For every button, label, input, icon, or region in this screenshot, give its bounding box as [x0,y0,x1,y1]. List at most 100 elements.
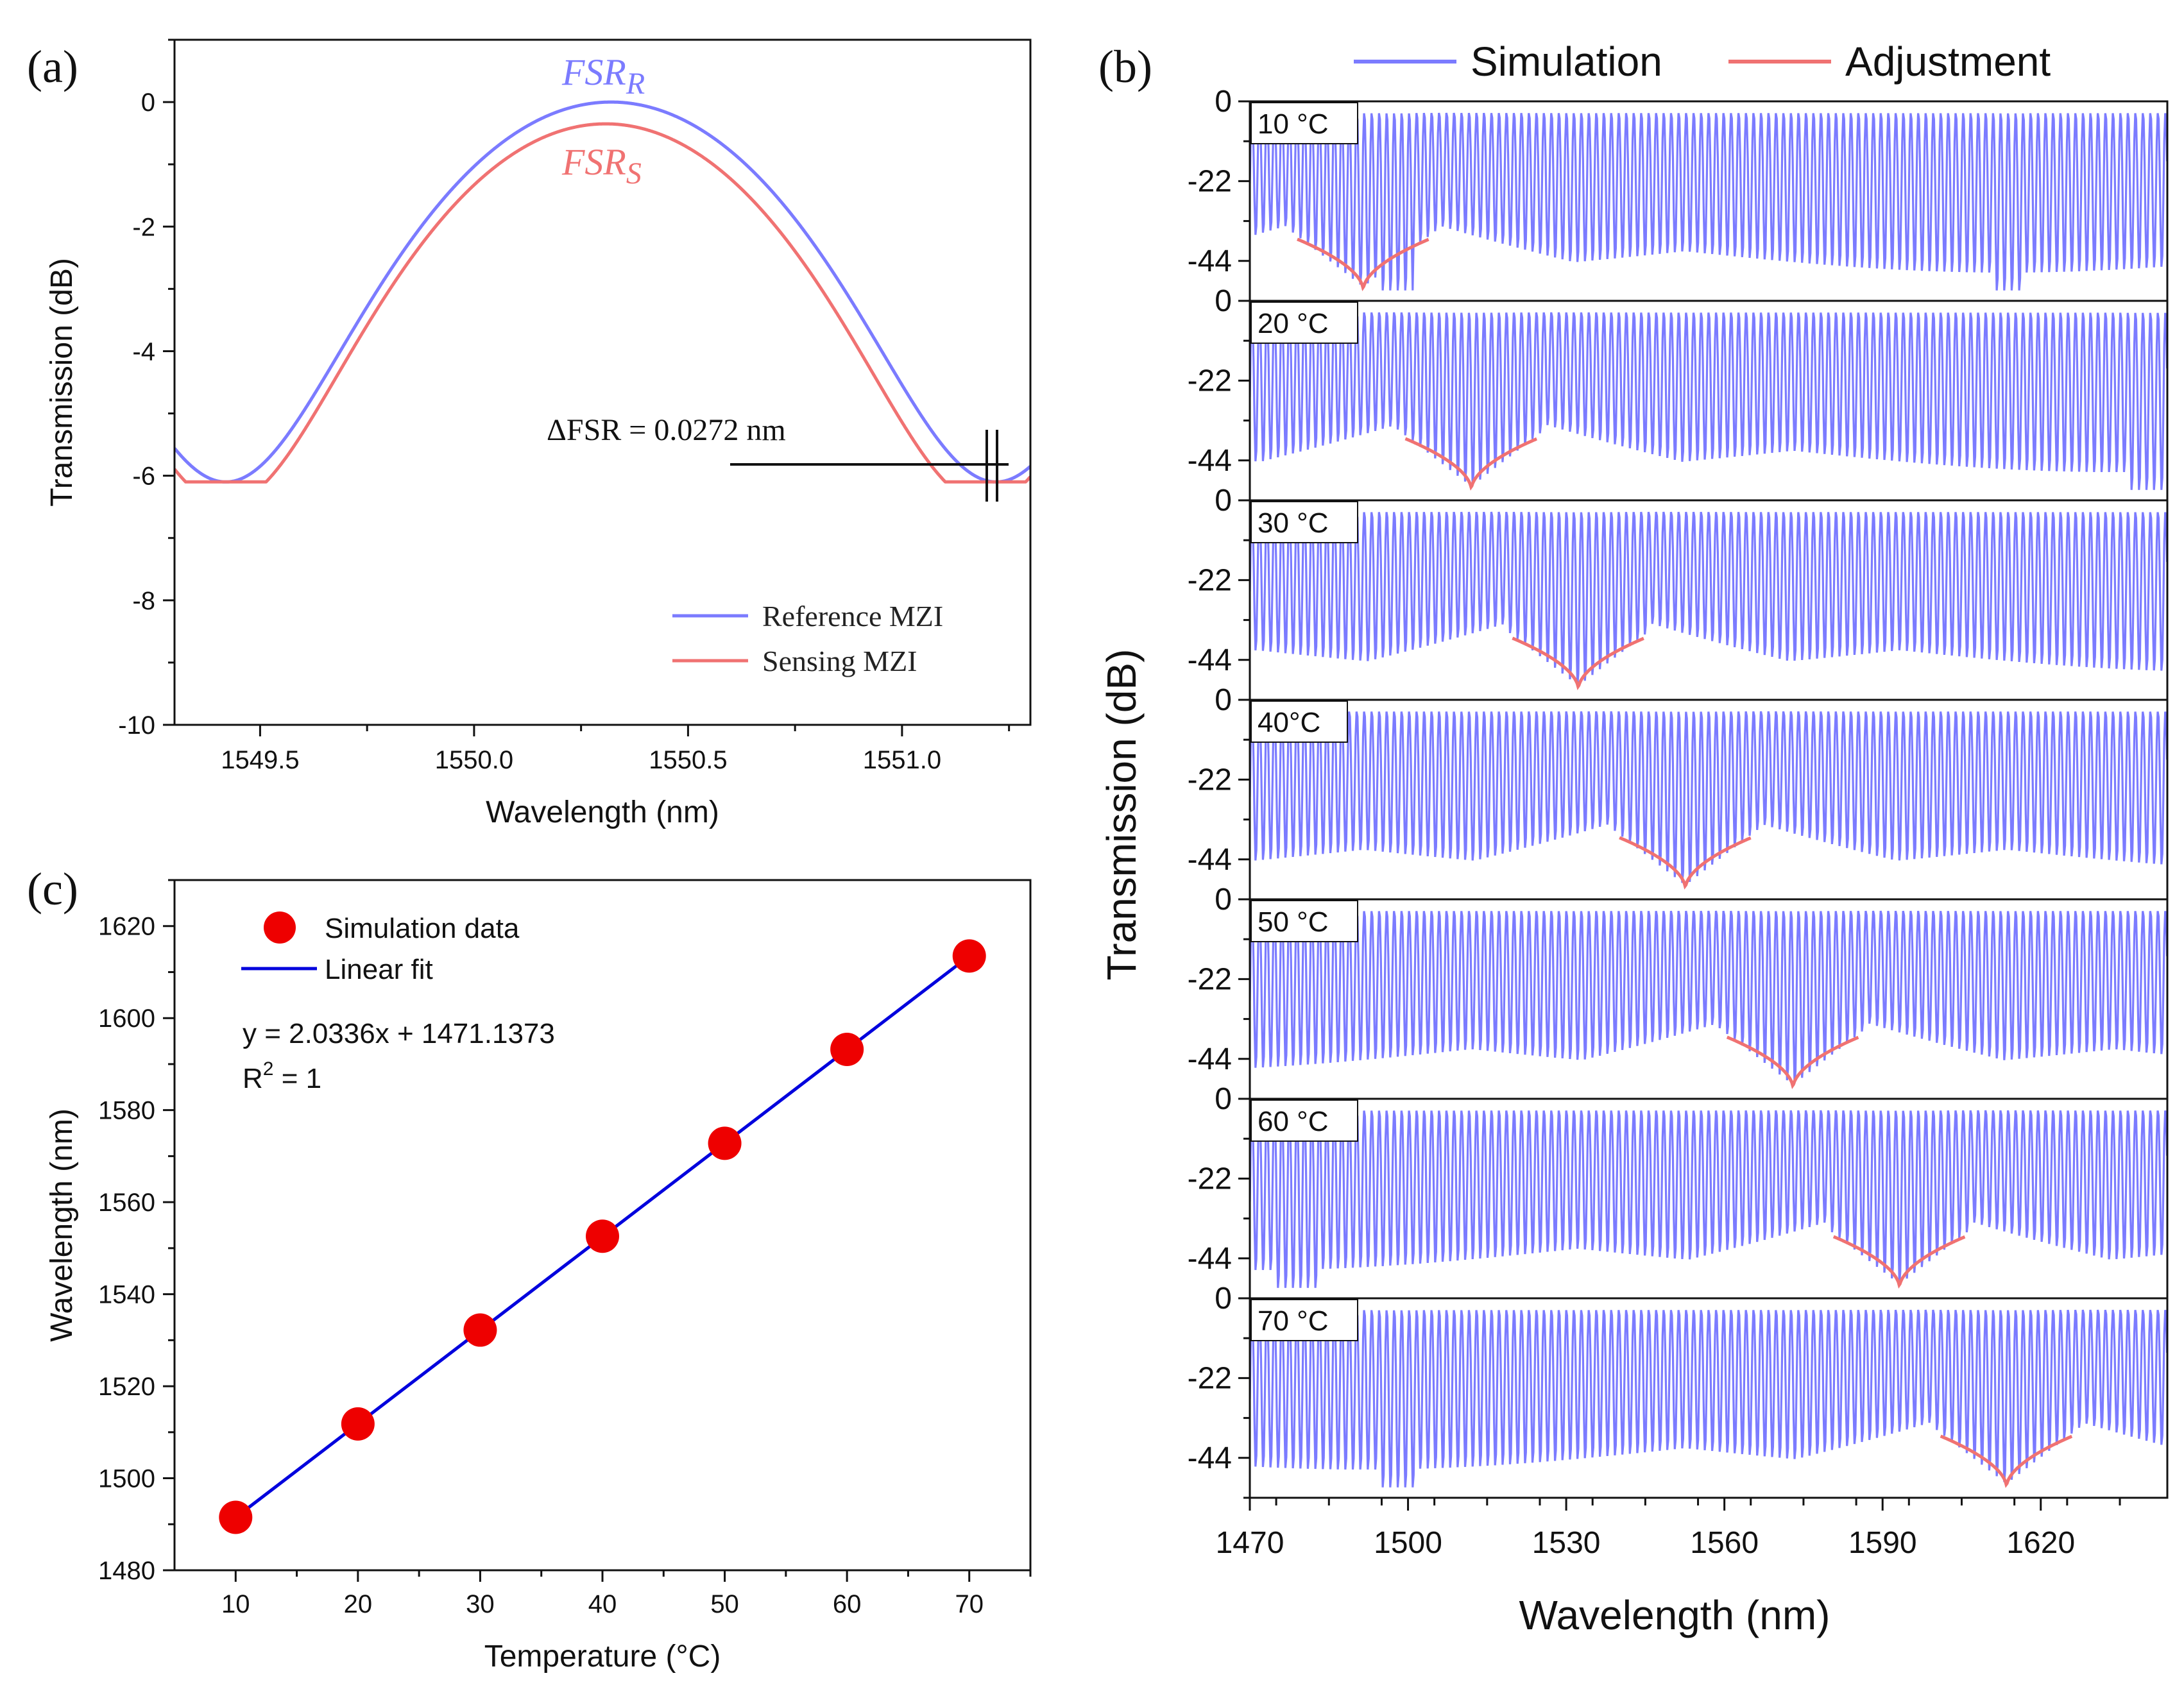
temperature-label: 40°C [1258,707,1320,738]
panel-b-label: (b) [1098,41,1152,92]
a-ytick-label: -8 [132,587,155,615]
simulation-trace [1250,1309,2167,1488]
simulation-trace [1250,312,2167,490]
simulation-trace [1250,910,2167,1084]
c-ytick-label: 1560 [98,1189,155,1217]
temperature-label: 50 °C [1258,906,1329,938]
b-xtick-label: 1500 [1374,1526,1442,1560]
b-ytick-label: -22 [1188,962,1232,996]
panel-c-legend: Simulation data Linear fit y = 2.0336x +… [241,911,555,1094]
temperature-label-box [1250,301,1358,344]
simulation-data-point [463,1313,497,1347]
panel-b-x-label: Wavelength (nm) [1519,1592,1830,1638]
simulation-data-point [830,1032,864,1066]
simulation-data-point [952,939,986,973]
temperature-label: 70 °C [1258,1305,1329,1337]
fsr-s-label: FSRS [561,141,642,191]
adjustment-curve [1940,1434,2073,1488]
temperature-label: 10 °C [1258,108,1329,140]
b-ytick-label: -44 [1188,1441,1232,1475]
c-xtick-label: 70 [955,1590,984,1618]
sensing-mzi-curve [175,122,1030,484]
temperature-label-box [1250,1099,1358,1142]
legend-simulation-label: Simulation [1471,38,1662,85]
b-ytick-label: -22 [1188,1361,1232,1395]
legend-fit-label: Linear fit [325,954,433,985]
adjustment-curve [1832,1235,1966,1289]
subplot-7: 0 -22 -44 70 °C [1188,1282,2169,1499]
temperature-label-box [1250,102,1358,144]
c-ytick-label: 1520 [98,1373,155,1401]
adjustment-curve [1404,437,1537,491]
b-ytick-label: -22 [1188,164,1232,198]
b-xtick-label: 1530 [1532,1526,1601,1560]
adjustment-curve [1726,1035,1859,1089]
c-ytick-label: 1580 [98,1097,155,1125]
b-ytick-label: 0 [1215,1082,1232,1116]
a-ytick-label: -4 [132,337,155,366]
fsr-s-sub: S [626,157,642,191]
b-ytick-label: 0 [1215,683,1232,717]
b-ytick-label: 0 [1215,883,1232,917]
fsr-r-sub: R [626,67,645,101]
fsr-r-label: FSRR [561,51,645,101]
adjustment-curve [1297,237,1429,291]
simulation-trace [1250,112,2167,291]
b-ytick-label: 0 [1215,85,1232,119]
legend-reference-label: Reference MZI [762,600,943,632]
panel-b-y-label: Transmission (dB) [1098,649,1145,981]
legend-adjustment-label: Adjustment [1845,38,2051,85]
a-ytick-label: -2 [132,213,155,241]
delta-fsr-label: ΔFSR = 0.0272 nm [547,413,786,447]
panel-c-y-ticks: 1620 1600 1580 1560 1540 1520 1500 1480 [98,879,175,1585]
panel-c: (c) 10 20 30 40 50 60 70 162016001580156015401… [27,863,1032,1674]
b-ytick-label: 0 [1215,484,1232,518]
subplot-5: 0 -22 -44 50 °C [1188,883,2169,1100]
panel-a-y-ticks: 0 -2 -4 -6 -8 -10 [118,38,175,740]
a-ytick-label: 0 [141,89,155,117]
r-squared-rest: = 1 [273,1063,321,1094]
fsr-r-main: FSR [561,51,626,93]
panel-a-legend: Reference MZI Sensing MZI [672,600,943,677]
r-squared-main: R [243,1063,263,1094]
b-xtick-label: 1560 [1690,1526,1759,1560]
r-squared: R2 = 1 [243,1058,321,1094]
subplot-2: 0 -22 -44 20 °C [1188,284,2169,502]
c-ytick-label: 1540 [98,1281,155,1309]
b-ytick-label: -22 [1188,1162,1232,1196]
reference-mzi-curve [175,100,1030,484]
panel-a-curves [175,100,1030,484]
panel-a-x-label: Wavelength (nm) [486,795,719,829]
panel-c-plot [219,939,986,1534]
r-squared-sup: 2 [263,1058,274,1080]
temperature-label: 20 °C [1258,308,1329,339]
c-ytick-label: 1620 [98,913,155,941]
a-ytick-label: -10 [118,711,155,740]
simulation-data-point [586,1219,619,1253]
b-xtick-label: 1620 [2006,1526,2075,1560]
adjustment-curve [1512,636,1644,690]
panel-b: (b) Simulation Adjustment 0 -22 -44 10 °C 0 -… [1098,38,2169,1638]
a-xtick-label: 1550.5 [649,746,727,774]
temperature-label-box [1250,700,1348,743]
b-ytick-label: -44 [1188,843,1232,877]
c-xtick-label: 10 [221,1590,250,1618]
b-ytick-label: -44 [1188,1042,1232,1076]
b-ytick-label: 0 [1215,1282,1232,1316]
b-ytick-label: -22 [1188,364,1232,398]
panel-a-frame [173,38,1032,726]
c-xtick-label: 40 [588,1590,617,1618]
fit-equation: y = 2.0336x + 1471.1373 [243,1018,555,1049]
subplot-frame [1249,1297,2169,1499]
b-ytick-label: 0 [1215,284,1232,318]
c-xtick-label: 30 [466,1590,495,1618]
legend-points-label: Simulation data [325,913,520,944]
b-xtick-label: 1470 [1216,1526,1284,1560]
c-xtick-label: 60 [833,1590,862,1618]
fsr-s-main: FSR [561,141,626,183]
b-ytick-label: -44 [1188,244,1232,278]
b-ytick-label: -44 [1188,1242,1232,1276]
panel-a-label: (a) [27,41,78,92]
adjustment-curve [1619,836,1752,890]
